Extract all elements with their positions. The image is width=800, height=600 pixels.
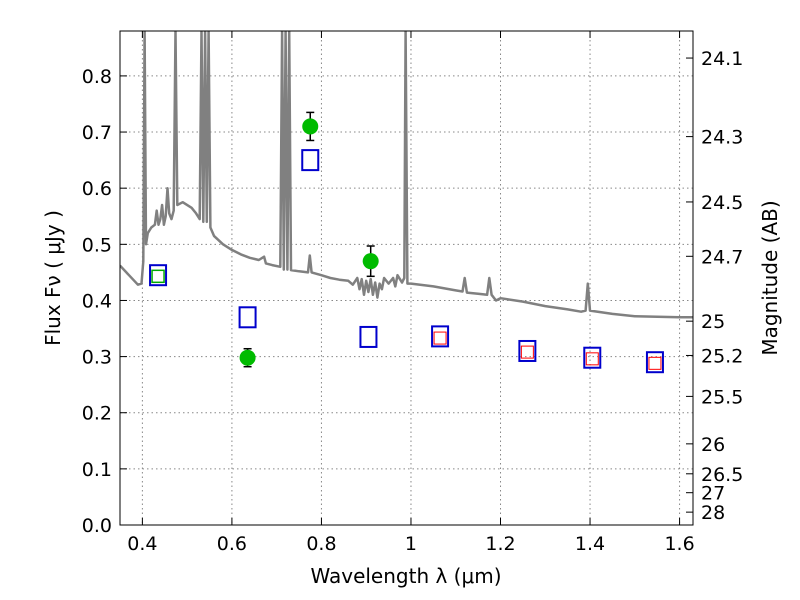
model-photometry-square — [359, 325, 378, 348]
y-axis-label: Flux Fν ( μJy ) — [41, 210, 65, 346]
y-tick-label: 0.1 — [82, 459, 112, 481]
x-tick-label: 1.4 — [575, 533, 605, 555]
model-photometry-square — [431, 325, 450, 348]
y-tick-label: 0.5 — [82, 234, 112, 256]
series-layer — [120, 31, 693, 374]
x-tick-label: 0.8 — [306, 533, 336, 555]
inner-photometry-square — [433, 331, 447, 345]
observed-point — [362, 253, 379, 270]
model-photometry-square — [583, 346, 602, 369]
model-photometry-square — [238, 306, 257, 329]
inner-photometry-square — [648, 356, 662, 370]
observed-point — [239, 349, 256, 366]
x-tick-label: 0.6 — [217, 533, 247, 555]
observed-point — [302, 118, 319, 135]
y2-tick-label: 26.5 — [701, 464, 743, 486]
y2-tick-label: 25 — [701, 311, 725, 333]
model-photometry-square — [645, 351, 664, 374]
y2-tick-label: 24.1 — [701, 48, 743, 70]
model-spectrum-line — [120, 31, 693, 319]
tick-marks — [120, 31, 693, 526]
y2-tick-label: 24.7 — [701, 246, 743, 268]
model-photometry-square — [149, 264, 168, 287]
x-tick-label: 1.2 — [485, 533, 515, 555]
y2-tick-label: 26 — [701, 434, 725, 456]
y2-tick-label: 25.2 — [701, 345, 743, 367]
tick-labels: 0.4 0.6 0.8 1 1.2 1.4 1.6 0.0 0.1 0.2 0.3 0.4 0.5 0.6… — [82, 48, 744, 555]
x-axis-label: Wavelength λ (μm) — [310, 564, 501, 588]
plot-frame — [119, 30, 694, 526]
model-photometry-square — [518, 339, 537, 362]
x-tick-label: 1.6 — [664, 533, 694, 555]
y2-tick-label: 25.5 — [701, 386, 743, 408]
y-tick-label: 0.3 — [82, 347, 112, 369]
y-tick-label: 0.7 — [82, 122, 112, 144]
y-tick-label: 0.4 — [82, 290, 112, 312]
y-tick-label: 0.8 — [82, 66, 112, 88]
green-photometry-square — [151, 269, 165, 284]
x-tick-label: 0.4 — [127, 533, 157, 555]
y2-axis-label: Magnitude (AB) — [758, 200, 782, 355]
y-tick-label: 0.0 — [82, 515, 112, 537]
y-tick-label: 0.6 — [82, 178, 112, 200]
y2-tick-label: 24.5 — [701, 192, 743, 214]
x-tick-label: 1 — [405, 533, 417, 555]
inner-photometry-square — [585, 352, 599, 366]
y2-tick-label: 28 — [701, 502, 725, 524]
inner-photometry-square — [520, 345, 534, 359]
y2-tick-label: 27 — [701, 483, 725, 505]
y-tick-label: 0.2 — [82, 403, 112, 425]
model-photometry-square — [301, 149, 320, 172]
y2-tick-label: 24.3 — [701, 127, 743, 149]
